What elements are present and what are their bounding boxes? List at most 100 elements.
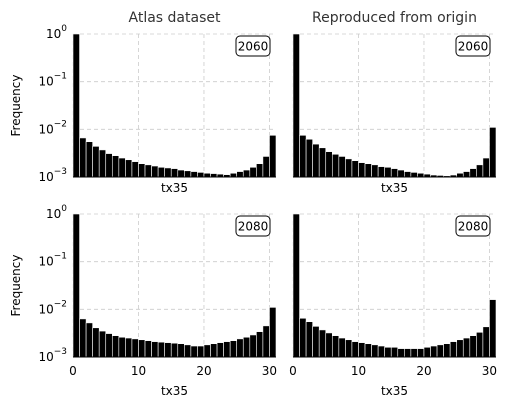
histogram-bar (164, 167, 172, 178)
histogram-bar (397, 169, 405, 178)
histogram-bar (229, 172, 238, 178)
histogram-bar (299, 134, 307, 178)
histogram-bar (482, 157, 490, 178)
histogram-bar (184, 344, 192, 358)
y-tick-label: 100 (46, 204, 67, 221)
histogram-bar (118, 336, 126, 358)
histogram-panel: Reproduced from origin 2060 tx35 (292, 10, 497, 195)
histogram-bar (223, 341, 231, 358)
histogram-bar (299, 317, 307, 358)
x-tick-label: 10 (131, 364, 146, 378)
histogram-bar (417, 348, 425, 358)
histogram-bar (482, 326, 490, 358)
histogram-bar (351, 341, 359, 358)
histogram-bar (456, 172, 464, 178)
histogram-bar (318, 147, 327, 178)
y-tick-label: 10−1 (38, 251, 67, 268)
histogram-bar (292, 213, 300, 358)
histogram-bar (377, 345, 385, 358)
histogram-bar (338, 337, 346, 358)
year-badge (455, 215, 491, 237)
histogram-bar (131, 338, 139, 358)
histogram-bar (105, 153, 113, 178)
histogram-bar (312, 326, 320, 358)
histogram-bar (242, 169, 251, 178)
y-axis-label: Frequency (9, 75, 23, 137)
histogram-bar (177, 343, 185, 358)
histogram-bar (489, 127, 497, 178)
histogram-bar (384, 346, 392, 358)
year-badge-label: 2060 (458, 40, 489, 54)
histogram-bar (92, 327, 100, 358)
histogram-bar (338, 156, 346, 178)
histogram-bar (197, 345, 205, 358)
histogram-bar (462, 337, 471, 358)
histogram-bar (331, 335, 340, 358)
histogram-bar (292, 33, 300, 178)
histogram-bar (325, 332, 333, 358)
histogram-bar (170, 342, 179, 358)
histogram-bar (164, 342, 172, 358)
histogram-bar (312, 143, 320, 178)
histogram-bar (318, 329, 327, 358)
histogram-bar (390, 168, 399, 178)
year-badge-label: 2060 (238, 40, 269, 54)
histogram-bar (410, 172, 418, 178)
y-tick-label: 100 (46, 24, 67, 41)
histogram-bar (345, 339, 353, 358)
histogram-bar (105, 333, 113, 358)
histogram-bar (377, 166, 385, 178)
year-badge (235, 215, 271, 237)
histogram-bar (111, 335, 120, 358)
histogram-bar (404, 171, 412, 178)
histogram-bar (364, 163, 372, 178)
histogram-bar (325, 151, 333, 178)
y-tick-label: 10−2 (38, 299, 67, 316)
histogram-bar (476, 331, 484, 358)
year-badge (455, 35, 491, 57)
histogram-bar (262, 156, 270, 178)
histogram-bar (111, 155, 120, 178)
histogram-bar (190, 171, 198, 178)
histogram-bar (305, 321, 313, 358)
histogram-bar (449, 341, 458, 358)
histogram-bar (256, 331, 264, 358)
histogram-bar (236, 338, 244, 358)
histogram-bar (249, 166, 257, 178)
x-tick-label: 30 (262, 364, 277, 378)
histogram-bar (138, 163, 146, 178)
histogram-bar (144, 340, 152, 358)
histogram-bar (249, 334, 257, 358)
histogram-bar (305, 138, 313, 178)
histogram-panel: Atlas dataset 2060 100 10−1 10−2 10−3 Frequenc… (9, 10, 277, 195)
panel-title: Atlas dataset (129, 10, 221, 26)
histogram-bar (210, 343, 218, 358)
histogram-bar (151, 341, 159, 358)
histogram-bar (269, 134, 277, 178)
histogram-bar (144, 164, 152, 178)
histogram-bar (410, 348, 418, 358)
histogram-bar (397, 348, 405, 358)
x-tick-label: 20 (196, 364, 211, 378)
histogram-bar (436, 344, 444, 358)
x-tick-label: 30 (482, 364, 497, 378)
histogram-bar (170, 168, 179, 178)
histogram-bar (157, 166, 165, 178)
histogram-bar (423, 346, 431, 358)
x-axis-label: tx35 (161, 181, 188, 195)
y-tick-label: 10−3 (38, 167, 67, 184)
histogram-bar (98, 330, 107, 358)
histogram-bar (203, 172, 211, 178)
year-badge-label: 2080 (238, 220, 269, 234)
histogram-bar (177, 169, 185, 178)
x-axis-label: tx35 (381, 181, 408, 195)
histogram-bar (364, 343, 372, 358)
histogram-bar (430, 345, 438, 358)
histogram-bar (184, 170, 192, 178)
year-badge-label: 2080 (458, 220, 489, 234)
x-tick-label: 0 (289, 364, 297, 378)
histogram-bar (242, 336, 251, 358)
histogram-bar (371, 344, 379, 358)
histogram-bar (358, 342, 366, 358)
